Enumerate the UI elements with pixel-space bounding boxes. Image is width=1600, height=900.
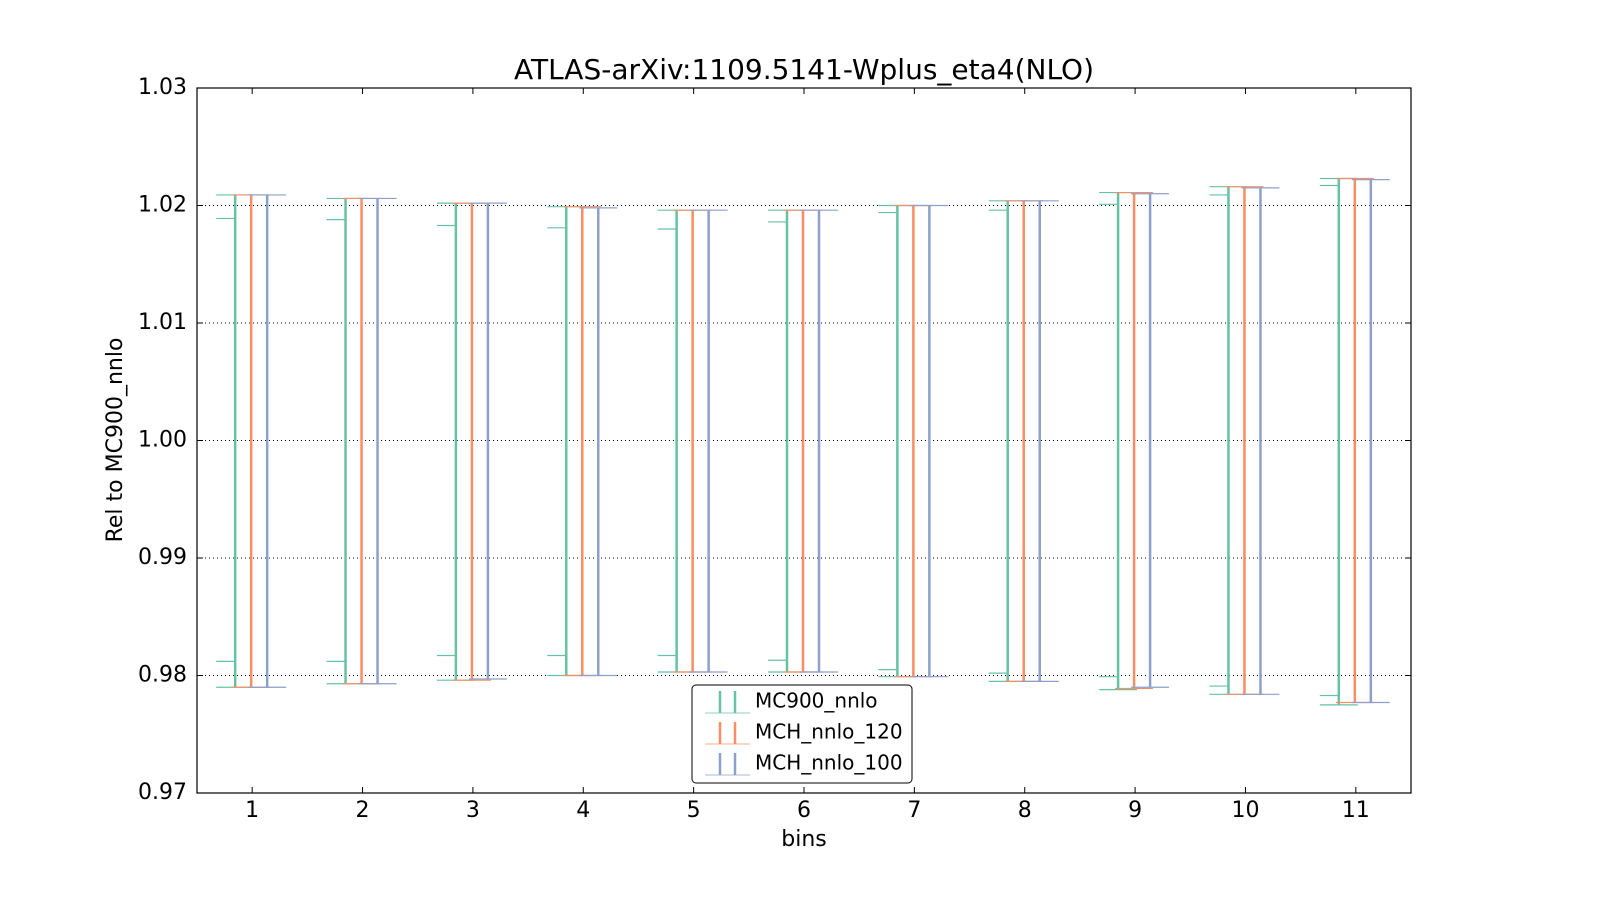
x-tick-label: 1 <box>245 798 259 823</box>
legend-box <box>691 684 913 784</box>
legend-label: MCH_nnlo_100 <box>755 751 903 775</box>
y-tick-label: 0.99 <box>138 545 187 570</box>
legend-label: MC900_nnlo <box>755 689 878 713</box>
legend: MC900_nnlo MCH_nnlo_120 MCH_nnlo_100 <box>691 684 913 784</box>
y-tick-label: 1.01 <box>138 310 187 335</box>
x-tick-label: 10 <box>1231 798 1259 823</box>
y-axis-label: Rel to MC900_nnlo <box>103 338 128 543</box>
x-tick-label: 11 <box>1342 798 1370 823</box>
y-tick-label: 1.03 <box>138 75 187 100</box>
y-tick-label: 1.02 <box>138 193 187 218</box>
x-axis-label: bins <box>781 827 826 852</box>
x-tick-label: 3 <box>466 798 480 823</box>
y-tick-label: 0.97 <box>138 780 187 805</box>
x-tick-label: 5 <box>687 798 701 823</box>
x-tick-label: 8 <box>1018 798 1032 823</box>
legend-label: MCH_nnlo_120 <box>755 720 903 744</box>
x-tick-label: 6 <box>797 798 811 823</box>
y-tick-label: 0.98 <box>138 663 187 688</box>
y-tick-label: 1.00 <box>138 428 187 453</box>
x-tick-label: 7 <box>907 798 921 823</box>
plot-frame <box>196 87 1412 794</box>
x-tick-label: 4 <box>576 798 590 823</box>
x-tick-label: 2 <box>356 798 370 823</box>
chart-title: ATLAS-arXiv:1109.5141-Wplus_eta4(NLO) <box>514 53 1094 86</box>
x-tick-label: 9 <box>1128 798 1142 823</box>
